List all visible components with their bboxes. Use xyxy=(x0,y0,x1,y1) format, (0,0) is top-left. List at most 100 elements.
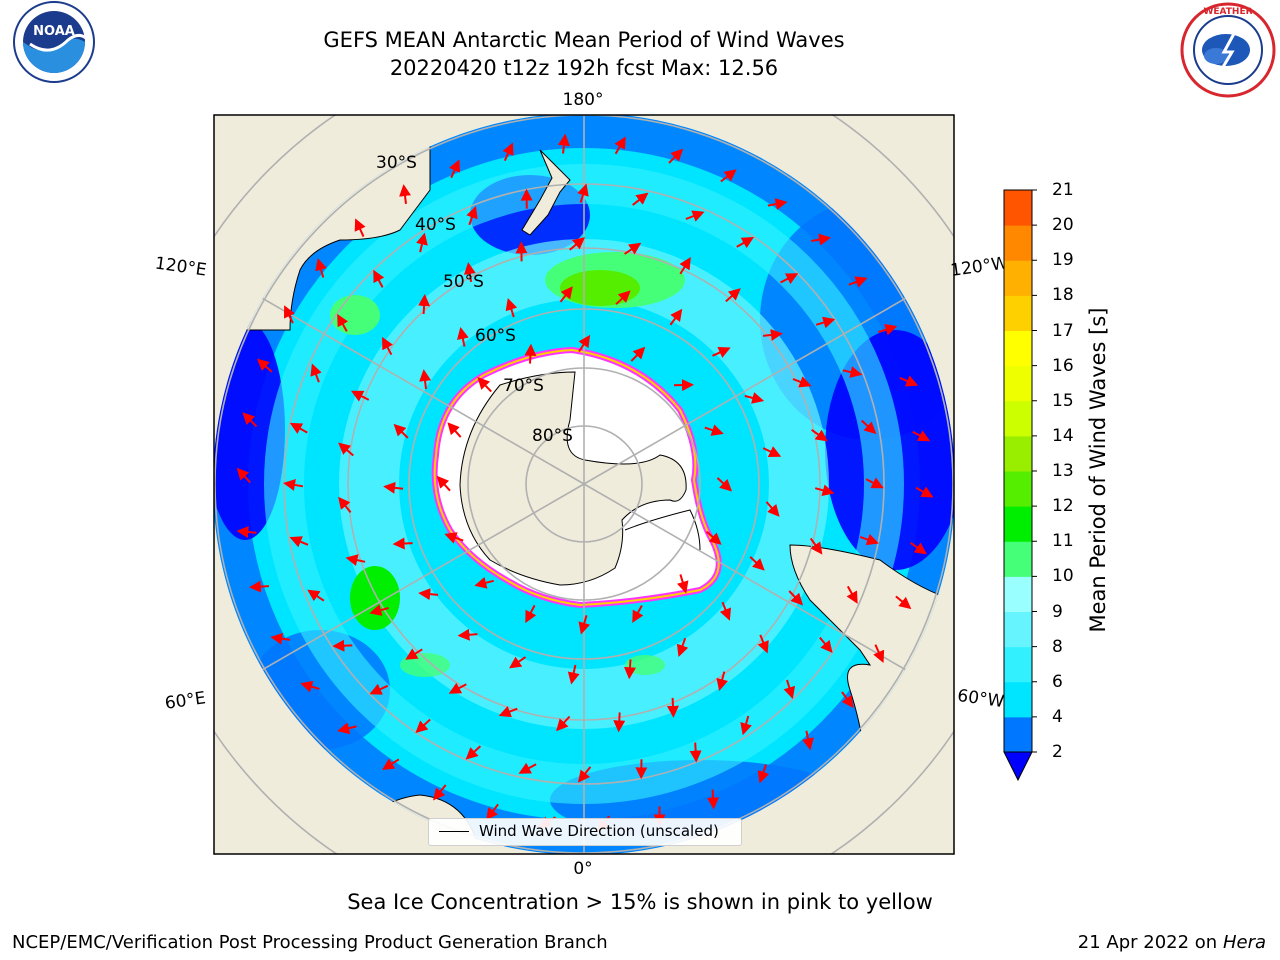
wave-direction-arrow xyxy=(383,481,404,494)
wave-direction-arrow xyxy=(236,526,257,538)
wave-direction-arrow xyxy=(910,541,927,555)
colorbar-tick-label: 9 xyxy=(1052,601,1063,622)
colorbar-segment xyxy=(1004,541,1032,577)
colorbar-segment xyxy=(1004,365,1032,402)
wave-direction-arrow xyxy=(270,632,291,645)
wave-direction-arrow xyxy=(707,789,720,810)
wave-direction-arrow xyxy=(289,422,308,434)
wave-direction-arrow xyxy=(345,554,366,566)
colorbar-segment xyxy=(1004,330,1032,367)
wave-direction-arrow xyxy=(416,232,428,253)
wave-direction-arrow xyxy=(630,346,646,362)
wave-direction-arrow xyxy=(861,419,877,435)
wave-direction-arrow xyxy=(449,159,460,179)
wave-direction-arrow xyxy=(873,644,885,664)
wave-direction-arrow xyxy=(705,530,722,545)
colorbar-segment xyxy=(1004,646,1032,683)
lat-label-60s: 60°S xyxy=(475,326,516,346)
wave-direction-arrow xyxy=(842,366,863,378)
wave-direction-arrow xyxy=(744,392,765,404)
wave-direction-arrow xyxy=(337,313,349,332)
wave-direction-arrow xyxy=(669,308,683,326)
wave-direction-arrow xyxy=(811,428,828,442)
credit-host: Hera xyxy=(1222,932,1266,953)
colorbar-tick-label: 6 xyxy=(1052,671,1063,692)
colorbar-title: Mean Period of Wind Waves [s] xyxy=(1086,307,1110,633)
wave-direction-arrow xyxy=(632,605,644,623)
wave-direction-arrow xyxy=(841,691,854,709)
wave-direction-arrow xyxy=(740,715,752,736)
wave-direction-arrow xyxy=(338,442,354,457)
wave-direction-arrow xyxy=(865,477,884,489)
wave-direction-arrow xyxy=(757,764,770,784)
colorbar-segment xyxy=(1004,681,1032,718)
wave-direction-arrow xyxy=(877,323,898,336)
wave-direction-arrow xyxy=(405,648,423,660)
wave-direction-arrow xyxy=(248,580,269,593)
wave-direction-arrow xyxy=(567,664,580,685)
wave-direction-arrow xyxy=(819,636,833,653)
wave-direction-arrow xyxy=(716,477,733,492)
colorbar-tick-label: 19 xyxy=(1052,250,1074,271)
legend-label: Wind Wave Direction (unscaled) xyxy=(479,822,719,840)
wave-direction-arrow xyxy=(899,375,919,387)
wave-direction-arrow xyxy=(373,269,385,288)
wave-direction-arrow xyxy=(720,169,737,183)
wave-direction-arrow xyxy=(846,585,858,604)
wave-direction-arrow xyxy=(256,358,273,373)
colorbar-segment xyxy=(1004,260,1032,296)
chart-title: GEFS MEAN Antarctic Mean Period of Wind … xyxy=(323,28,845,52)
wave-direction-arrow xyxy=(399,184,411,205)
noaa-logo-text: NOAA xyxy=(33,24,75,39)
wave-direction-arrow xyxy=(725,288,741,303)
colorbar-segment xyxy=(1004,716,1032,753)
colorbar-segment xyxy=(1004,225,1032,261)
wave-direction-arrow xyxy=(783,679,796,700)
wave-direction-arrow xyxy=(418,294,431,315)
wave-direction-arrow xyxy=(719,601,732,621)
wave-direction-arrow xyxy=(915,486,934,498)
wave-direction-arrow xyxy=(767,198,788,210)
colorbar-extend-arrow xyxy=(1003,751,1033,782)
colorbar-segment xyxy=(1004,190,1032,226)
colorbar-tick-label: 12 xyxy=(1052,496,1074,517)
wave-direction-arrow xyxy=(814,484,835,497)
lat-label-50s: 50°S xyxy=(443,272,484,292)
wave-direction-arrow xyxy=(236,467,251,484)
wave-direction-arrow xyxy=(615,290,631,305)
wave-direction-arrow xyxy=(447,422,462,438)
colorbar-segment xyxy=(1004,611,1032,648)
wave-direction-arrow xyxy=(666,697,679,718)
wave-direction-arrow xyxy=(448,682,467,694)
wave-direction-arrow xyxy=(780,273,799,285)
wave-direction-arrow xyxy=(332,639,353,652)
wave-direction-arrow xyxy=(676,637,689,657)
wave-direction-arrow xyxy=(613,712,626,733)
wave-direction-arrow xyxy=(685,210,705,222)
wave-direction-arrow xyxy=(569,237,586,251)
noaa-logo: NOAA xyxy=(13,1,95,83)
wave-direction-arrow xyxy=(556,715,571,732)
credit-right: 21 Apr 2022 on Hera xyxy=(1078,932,1266,953)
wave-direction-arrow xyxy=(859,533,879,546)
wave-direction-arrow xyxy=(502,142,514,162)
wave-direction-arrow xyxy=(524,343,537,364)
lat-label-40s: 40°S xyxy=(415,215,456,235)
colorbar-tick-label: 13 xyxy=(1052,461,1074,481)
wave-direction-arrow xyxy=(465,745,482,760)
wave-direction-arrow xyxy=(354,218,366,238)
lon-label-180: 180° xyxy=(563,90,604,110)
colorbar-tick-label: 16 xyxy=(1052,355,1074,376)
sea-ice-note: Sea Ice Concentration > 15% is shown in … xyxy=(347,890,933,914)
colorbar-tick-label: 8 xyxy=(1052,636,1063,657)
wave-direction-arrow xyxy=(466,206,478,226)
wave-direction-arrow xyxy=(419,369,432,390)
colorbar xyxy=(1003,189,1037,782)
wave-direction-arrow xyxy=(762,446,782,457)
wave-direction-arrow xyxy=(463,262,476,283)
wave-direction-arrow xyxy=(632,192,649,206)
wave-direction-arrow xyxy=(337,722,357,735)
wave-direction-arrow xyxy=(418,588,439,601)
nws-logo: WEATHER xyxy=(1180,2,1276,98)
credit-left: NCEP/EMC/Verification Post Processing Pr… xyxy=(12,932,608,953)
